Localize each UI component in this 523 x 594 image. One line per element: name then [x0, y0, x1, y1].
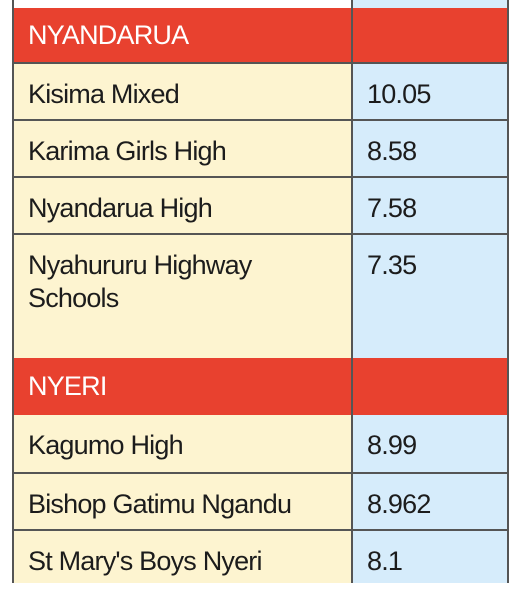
table-row: Karima Girls High 8.58 — [14, 119, 507, 176]
school-name: Kagumo High — [14, 415, 351, 472]
school-name: St Mary's Boys Nyeri — [14, 531, 351, 583]
school-name: Nyahururu Highway Schools — [14, 235, 351, 358]
section-header-nyeri: NYERI — [14, 358, 507, 415]
previous-row-stub — [14, 0, 507, 8]
table-row: Kagumo High 8.99 — [14, 415, 507, 472]
school-name: Bishop Gatimu Ngandu — [14, 474, 351, 529]
school-score: 10.05 — [351, 64, 507, 119]
school-score: 8.99 — [351, 415, 507, 472]
results-table: NYANDARUA Kisima Mixed 10.05 Karima Girl… — [12, 0, 509, 583]
school-name: Kisima Mixed — [14, 64, 351, 119]
school-score: 7.58 — [351, 178, 507, 233]
table-row: Kisima Mixed 10.05 — [14, 62, 507, 119]
school-score: 8.1 — [351, 531, 507, 583]
section-header-nyandarua: NYANDARUA — [14, 8, 507, 62]
school-name: Nyandarua High — [14, 178, 351, 233]
section-name: NYANDARUA — [14, 8, 351, 62]
previous-row-score-cell — [351, 0, 507, 8]
previous-row-name-cell — [14, 0, 351, 8]
section-header-score-cell — [351, 8, 507, 62]
section-name: NYERI — [14, 358, 351, 415]
school-score: 7.35 — [351, 235, 507, 358]
school-name: Karima Girls High — [14, 121, 351, 176]
table-row: Nyahururu Highway Schools 7.35 — [14, 233, 507, 358]
table-row: Bishop Gatimu Ngandu 8.962 — [14, 472, 507, 529]
school-score: 8.962 — [351, 474, 507, 529]
table-row: Nyandarua High 7.58 — [14, 176, 507, 233]
section-header-score-cell — [351, 358, 507, 415]
school-score: 8.58 — [351, 121, 507, 176]
table-row: St Mary's Boys Nyeri 8.1 — [14, 529, 507, 583]
